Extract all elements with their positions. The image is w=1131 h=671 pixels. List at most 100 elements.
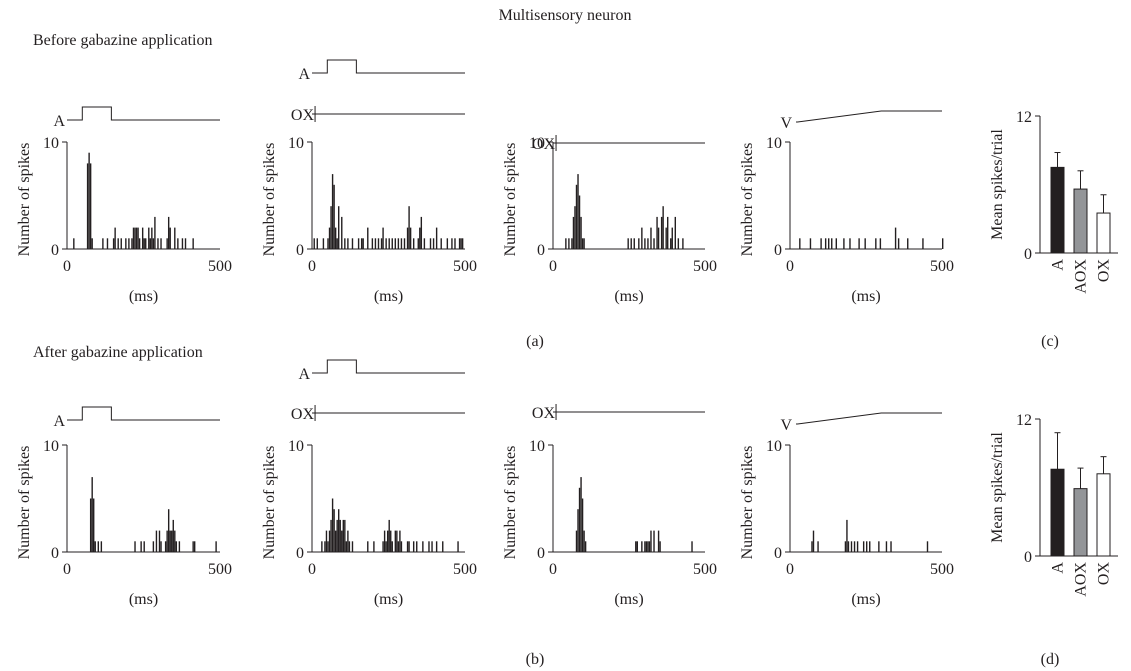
spike-bin (446, 238, 449, 249)
spike-bin (844, 541, 847, 552)
spike-bin (114, 227, 116, 249)
spike-bin (890, 541, 892, 552)
y-axis-label: Number of spikes (739, 446, 756, 560)
spike-bin (451, 238, 453, 249)
y-tick-label: 0 (51, 242, 59, 259)
auditory-stimulus-trace (312, 359, 465, 374)
spike-bin (321, 541, 323, 552)
spike-bin (125, 238, 127, 249)
spike-bin (151, 227, 153, 249)
category-label: A (1050, 259, 1067, 271)
spike-bin (657, 530, 660, 552)
spike-bin (331, 498, 334, 552)
spike-bin (344, 238, 346, 249)
spike-bin (894, 227, 897, 249)
spike-bin (817, 541, 819, 552)
spike-bin (152, 238, 155, 249)
spike-bin (647, 238, 649, 249)
spike-bin (907, 238, 909, 249)
spike-bin (166, 530, 168, 552)
spike-bin (192, 238, 194, 249)
spike-bin (885, 541, 888, 552)
y-tick-label: 0 (537, 545, 545, 562)
histogram-a2: 0 10 0 500 (ms) Number of spikes A OX (261, 59, 477, 305)
y-tick-label: 12 (1016, 109, 1032, 126)
spike-bin (403, 238, 406, 249)
panel-label-b: (b) (526, 651, 545, 668)
auditory-stimulus-trace (312, 59, 465, 74)
y-axis-label: Number of spikes (502, 446, 519, 560)
spike-bin (100, 541, 103, 552)
spike-bin (942, 238, 944, 249)
spike-bin (143, 541, 145, 552)
spike-bin (336, 238, 338, 249)
spike-bin (347, 530, 349, 552)
spike-bin (169, 227, 171, 249)
spike-bin (799, 238, 801, 249)
spike-bin (322, 238, 325, 249)
x-axis-label: (ms) (614, 591, 643, 608)
spike-bin (641, 541, 643, 552)
spike-bin (400, 238, 403, 249)
spike-bin (181, 238, 184, 249)
spike-bin (178, 541, 181, 552)
spike-bin (394, 530, 397, 552)
spike-bin (431, 541, 433, 552)
spike-bin (636, 541, 638, 552)
spike-bin (160, 541, 162, 552)
x-tick-label: 0 (549, 561, 557, 578)
spike-bin (324, 541, 326, 552)
spike-bin (408, 206, 410, 249)
spike-bin (846, 519, 848, 552)
y-tick-label: 10 (529, 135, 545, 152)
spike-bin (154, 216, 156, 249)
summary-d: 0 12 Mean spikes/trial A AOX OX (989, 412, 1118, 597)
spike-bin (809, 238, 812, 249)
spike-bin (330, 519, 332, 552)
spike-bin (677, 238, 680, 249)
spike-bin (174, 227, 176, 249)
x-tick-label: 500 (208, 258, 232, 275)
spike-bin (158, 530, 161, 552)
spike-bin (362, 238, 364, 249)
stimulus-label-a: A (53, 113, 65, 130)
spike-bin (866, 541, 868, 552)
spike-bin (149, 238, 152, 249)
spike-bin (400, 541, 403, 552)
y-tick-label: 10 (43, 135, 59, 152)
panel-label-c: (c) (1041, 333, 1059, 350)
spike-bin (341, 530, 343, 552)
spike-bin (172, 519, 174, 552)
spike-bin (406, 541, 409, 552)
spike-bin (345, 541, 348, 552)
spike-bin (348, 541, 351, 552)
spike-bin (143, 238, 145, 249)
spike-bin (175, 541, 178, 552)
plots-layer: 0 10 0 500 (ms) Number of spikes A 0 10 0 500 (ms) N… (16, 59, 1118, 608)
spike-bin (662, 206, 664, 249)
spike-bin (385, 238, 387, 249)
spike-bin (86, 163, 89, 249)
spike-bin (137, 227, 139, 249)
x-tick-label: 0 (786, 561, 794, 578)
y-tick-label: 10 (288, 438, 304, 455)
spike-bin (330, 206, 332, 249)
y-axis-label: Number of spikes (16, 143, 33, 257)
spike-bin (647, 541, 649, 552)
visual-stimulus-trace (796, 110, 942, 123)
category-label: A (1050, 562, 1067, 574)
x-tick-label: 0 (63, 258, 71, 275)
spike-bin (828, 238, 830, 249)
spike-bin (879, 238, 882, 249)
bar-a (1050, 468, 1065, 557)
spike-bin (360, 238, 363, 249)
spike-bin (339, 519, 341, 552)
spike-bin (351, 541, 354, 552)
spike-bin (922, 238, 924, 249)
spike-bin (131, 238, 133, 249)
spike-bin (394, 238, 397, 249)
spike-bin (627, 238, 629, 249)
spike-bin (583, 238, 585, 249)
spike-bin (429, 238, 432, 249)
